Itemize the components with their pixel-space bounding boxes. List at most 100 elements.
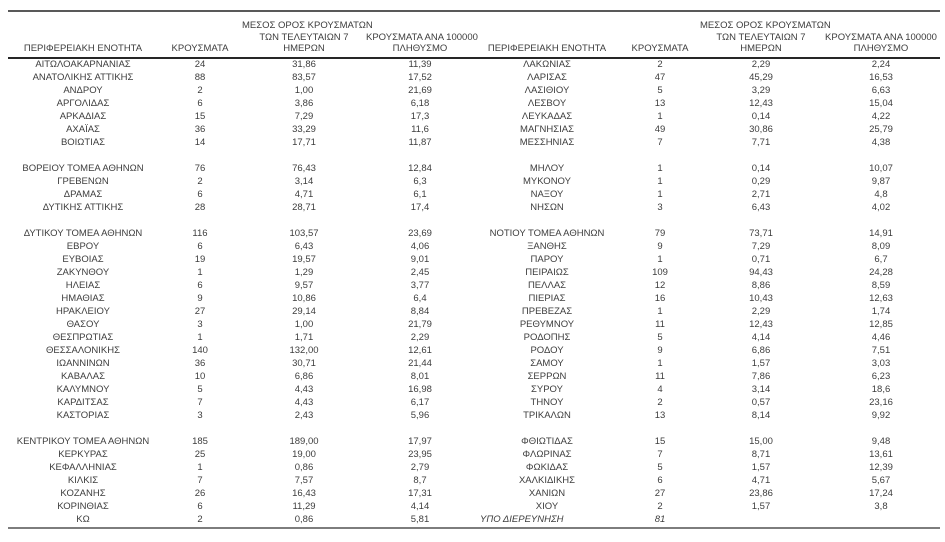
table-row: ΑΡΚΑΔΙΑΣ 15 7,29 17,3 ΛΕΥΚΑΔΑΣ 1 0,14 4,22 <box>8 111 940 124</box>
region-cell: ΑΙΤΩΛΟΑΚΑΡΝΑΝΙΑΣ <box>35 59 131 70</box>
table-row: ΚΑΒΑΛΑΣ 10 6,86 8,01 ΣΕΡΡΩΝ 11 7,86 6,23 <box>8 371 940 384</box>
per100k-cell: 17,97 <box>408 436 432 447</box>
avg7-cell: 1,71 <box>294 332 314 343</box>
table-row: ΔΥΤΙΚΟΥ ΤΟΜΕΑ ΑΘΗΝΩΝ 116 103,57 23,69 ΝΟΤΙΟΥ… <box>8 228 940 241</box>
region-cell: ΤΗΝΟΥ <box>530 397 564 408</box>
region-cell: ΠΕΛΛΑΣ <box>527 280 567 291</box>
avg7-cell: 0,14 <box>751 163 771 174</box>
table-row: ΚΕΦΑΛΛΗΝΙΑΣ 1 0,86 2,79 ΦΩΚΙΔΑΣ 5 1,57 12,39 <box>8 462 940 475</box>
avg7-cell: 1,57 <box>751 358 771 369</box>
col-header-avg7-line2: ΤΩΝ ΤΕΛΕΥΤΑΙΩΝ 7 <box>259 31 349 43</box>
avg7-cell: 7,29 <box>751 241 771 252</box>
avg7-cell: 132,00 <box>289 345 319 356</box>
cases-cell: 27 <box>194 306 206 317</box>
cases-cell: 16 <box>654 293 666 304</box>
avg7-cell: 1,29 <box>294 267 314 278</box>
per100k-cell: 4,46 <box>871 332 891 343</box>
avg7-cell: 3,14 <box>294 176 314 187</box>
per100k-cell: 5,81 <box>410 514 430 525</box>
table-row: ΚΩ 2 0,86 5,81 ΥΠΟ ΔΙΕΡΕΥΝΗΣΗ 81 <box>8 514 940 527</box>
avg7-cell: 4,71 <box>751 475 771 486</box>
region-cell: ΕΒΡΟΥ <box>66 241 100 252</box>
cases-cell: 9 <box>657 241 663 252</box>
cases-cell: 1 <box>657 254 663 265</box>
per100k-cell: 4,38 <box>871 137 891 148</box>
avg7-cell: 31,86 <box>292 59 316 70</box>
cases-cell: 2 <box>657 397 663 408</box>
cases-cell: 5 <box>657 462 663 473</box>
table-row: ΚΕΝΤΡΙΚΟΥ ΤΟΜΕΑ ΑΘΗΝΩΝ 185 189,00 17,97 ΦΘΙΩ… <box>8 436 940 449</box>
table-row: ΗΡΑΚΛΕΙΟΥ 27 29,14 8,84 ΠΡΕΒΕΖΑΣ 1 2,29 1,74 <box>8 306 940 319</box>
per100k-cell: 9,92 <box>871 410 891 421</box>
cases-cell: 49 <box>654 124 666 135</box>
table-row: ΘΕΣΣΑΛΟΝΙΚΗΣ 140 132,00 12,61 ΡΟΔΟΥ 9 6,86 7,51 <box>8 345 940 358</box>
avg7-cell: 4,43 <box>294 397 314 408</box>
table-row: ΕΥΒΟΙΑΣ 19 19,57 9,01 ΠΑΡΟΥ 1 0,71 6,7 <box>8 254 940 267</box>
region-cell: ΙΩΑΝΝΙΝΩΝ <box>56 358 110 369</box>
cases-cell: 6 <box>197 280 203 291</box>
table-row: ΔΥΤΙΚΗΣ ΑΤΤΙΚΗΣ 28 28,71 17,4 ΝΗΣΩΝ 3 6,43 4,02 <box>8 202 940 215</box>
cases-cell: 81 <box>654 514 666 525</box>
region-cell: ΚΩ <box>76 514 90 525</box>
cases-cell: 47 <box>654 72 666 83</box>
region-cell: ΡΕΘΥΜΝΟΥ <box>519 319 575 330</box>
cases-cell: 26 <box>194 488 206 499</box>
avg7-cell: 19,00 <box>292 449 316 460</box>
per100k-cell: 17,24 <box>869 488 893 499</box>
col-header-per100k-line1: ΚΡΟΥΣΜΑΤΑ ΑΝΑ 100000 <box>825 31 937 43</box>
avg7-cell: 1,57 <box>751 462 771 473</box>
per100k-cell: 25,79 <box>869 124 893 135</box>
avg7-cell: 8,14 <box>751 410 771 421</box>
avg7-cell: 4,71 <box>294 189 314 200</box>
separator-row <box>8 423 940 436</box>
region-cell: ΑΝΑΤΟΛΙΚΗΣ ΑΤΤΙΚΗΣ <box>32 72 134 83</box>
avg7-cell: 83,57 <box>292 72 316 83</box>
col-header-avg7-line1: ΜΕΣΟΣ ΟΡΟΣ ΚΡΟΥΣΜΑΤΩΝ <box>242 20 373 31</box>
cases-cell: 5 <box>657 85 663 96</box>
avg7-cell: 0,29 <box>751 176 771 187</box>
avg7-cell: 23,86 <box>749 488 773 499</box>
avg7-cell: 4,14 <box>751 332 771 343</box>
region-cell: ΞΑΝΘΗΣ <box>527 241 567 252</box>
region-cell: ΔΥΤΙΚΟΥ ΤΟΜΕΑ ΑΘΗΝΩΝ <box>23 228 143 239</box>
region-cell: ΠΑΡΟΥ <box>530 254 564 265</box>
col-header-avg7-line2: ΤΩΝ ΤΕΛΕΥΤΑΙΩΝ 7 <box>716 31 806 43</box>
per100k-cell: 24,28 <box>869 267 893 278</box>
per100k-cell: 3,03 <box>871 358 891 369</box>
per100k-cell: 3,77 <box>410 280 430 291</box>
avg7-cell: 6,43 <box>751 202 771 213</box>
region-cell: ΝΟΤΙΟΥ ΤΟΜΕΑ ΑΘΗΝΩΝ <box>489 228 605 239</box>
avg7-cell: 15,00 <box>749 436 773 447</box>
cases-cell: 2 <box>657 501 663 512</box>
cases-cell: 7 <box>657 449 663 460</box>
col-header-per100k-line1: ΚΡΟΥΣΜΑΤΑ ΑΝΑ 100000 <box>366 31 478 43</box>
table-row: ΓΡΕΒΕΝΩΝ 2 3,14 6,3 ΜΥΚΟΝΟΥ 1 0,29 9,87 <box>8 176 940 189</box>
per100k-cell: 2,24 <box>871 59 891 70</box>
cases-cell: 1 <box>657 189 663 200</box>
table-row: ΗΜΑΘΙΑΣ 9 10,86 6,4 ΠΙΕΡΙΑΣ 16 10,43 12,63 <box>8 293 940 306</box>
cases-cell: 6 <box>197 501 203 512</box>
cases-cell: 2 <box>197 176 203 187</box>
region-cell: ΦΩΚΙΔΑΣ <box>525 462 569 473</box>
cases-cell: 19 <box>194 254 206 265</box>
cases-cell: 1 <box>197 332 203 343</box>
table-row: ΑΝΑΤΟΛΙΚΗΣ ΑΤΤΙΚΗΣ 88 83,57 17,52 ΛΑΡΙΣΑΣ 47 4… <box>8 72 940 85</box>
cases-cell: 7 <box>657 137 663 148</box>
avg7-cell: 10,86 <box>292 293 316 304</box>
per100k-cell: 11,87 <box>408 137 432 148</box>
per100k-cell: 17,3 <box>410 111 430 122</box>
table-row: ΚΙΛΚΙΣ 7 7,57 8,7 ΧΑΛΚΙΔΙΚΗΣ 6 4,71 5,67 <box>8 475 940 488</box>
per100k-cell: 15,04 <box>869 98 893 109</box>
avg7-cell: 3,14 <box>751 384 771 395</box>
cases-cell: 88 <box>194 72 206 83</box>
cases-cell: 36 <box>194 358 206 369</box>
per100k-cell: 6,7 <box>874 254 888 265</box>
region-cell: ΗΛΕΙΑΣ <box>65 280 101 291</box>
region-cell: ΚΕΝΤΡΙΚΟΥ ΤΟΜΕΑ ΑΘΗΝΩΝ <box>16 436 150 447</box>
per100k-cell: 17,52 <box>408 72 432 83</box>
per100k-cell: 7,51 <box>871 345 891 356</box>
region-cell: ΑΧΑΪΑΣ <box>66 124 100 135</box>
per100k-cell: 8,7 <box>413 475 427 486</box>
region-cell: ΛΑΣΙΘΙΟΥ <box>524 85 570 96</box>
avg7-cell: 8,71 <box>751 449 771 460</box>
